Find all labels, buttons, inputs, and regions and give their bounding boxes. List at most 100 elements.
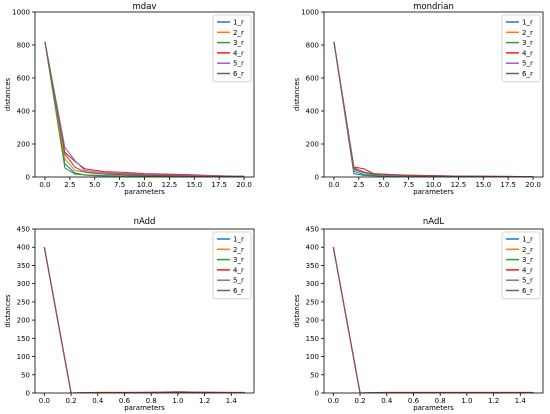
series-group bbox=[44, 41, 245, 177]
series-line-6_r bbox=[44, 41, 245, 177]
legend-label-2_r: 2_r bbox=[522, 246, 533, 254]
y-tick-label: 250 bbox=[17, 298, 30, 306]
y-tick-label: 450 bbox=[17, 226, 30, 234]
legend-label-3_r: 3_r bbox=[233, 39, 244, 47]
x-tick-label: 1.4 bbox=[226, 397, 238, 405]
y-axis-label: distances bbox=[293, 77, 301, 111]
legend-label-2_r: 2_r bbox=[233, 246, 244, 254]
axes-frame bbox=[323, 228, 544, 394]
y-tick-label: 600 bbox=[306, 75, 319, 83]
y-tick-label: 150 bbox=[306, 335, 319, 343]
x-tick-label: 1.4 bbox=[515, 397, 527, 405]
x-tick-label: 7.5 bbox=[403, 181, 414, 189]
legend-label-3_r: 3_r bbox=[522, 256, 533, 264]
chart-title: nAdL bbox=[423, 217, 444, 227]
x-tick-label: 20.0 bbox=[236, 181, 252, 189]
x-tick-label: 1.0 bbox=[172, 397, 183, 405]
series-line-5_r bbox=[44, 41, 245, 177]
legend-label-2_r: 2_r bbox=[233, 29, 244, 37]
x-tick-label: 15.0 bbox=[475, 181, 491, 189]
legend-label-1_r: 1_r bbox=[233, 19, 244, 27]
legend-label-3_r: 3_r bbox=[233, 256, 244, 264]
x-tick-label: 17.5 bbox=[211, 181, 227, 189]
chart-title: nAdd bbox=[134, 217, 156, 227]
y-tick-label: 350 bbox=[306, 262, 319, 270]
y-axis-label: distances bbox=[4, 294, 12, 328]
x-tick-label: 1.0 bbox=[461, 397, 472, 405]
y-tick-label: 1000 bbox=[12, 9, 30, 17]
legend-box bbox=[501, 14, 541, 83]
y-tick-label: 400 bbox=[17, 108, 30, 116]
x-tick-label: 0.0 bbox=[39, 397, 50, 405]
y-tick-label: 800 bbox=[17, 42, 30, 50]
series-line-3_r bbox=[44, 41, 245, 177]
y-tick-label: 350 bbox=[17, 262, 30, 270]
y-tick-label: 50 bbox=[310, 371, 319, 379]
y-tick-label: 200 bbox=[306, 317, 319, 325]
legend-label-1_r: 1_r bbox=[522, 19, 533, 27]
chart-title: mondrian bbox=[413, 2, 454, 12]
x-tick-label: 1.2 bbox=[488, 397, 499, 405]
legend-label-2_r: 2_r bbox=[522, 29, 533, 37]
y-tick-label: 0 bbox=[26, 174, 30, 182]
legend-label-4_r: 4_r bbox=[233, 266, 244, 274]
y-tick-label: 300 bbox=[306, 280, 319, 288]
y-tick-label: 50 bbox=[21, 371, 30, 379]
legend-label-4_r: 4_r bbox=[522, 266, 533, 274]
x-axis-label: parameters bbox=[413, 404, 454, 412]
x-tick-label: 15.0 bbox=[186, 181, 202, 189]
legend-label-1_r: 1_r bbox=[522, 236, 533, 244]
x-tick-label: 10.0 bbox=[426, 181, 442, 189]
x-tick-label: 0.4 bbox=[92, 397, 104, 405]
y-tick-label: 450 bbox=[306, 226, 319, 234]
legend-label-4_r: 4_r bbox=[522, 49, 533, 57]
chart-panel-nAdd: nAdd parameters distances 0.0 0.2 0.4 0.6 0.… bbox=[4, 217, 255, 412]
y-tick-label: 200 bbox=[17, 317, 30, 325]
legend-label-6_r: 6_r bbox=[522, 70, 533, 78]
series-group bbox=[333, 41, 534, 177]
x-tick-label: 0.8 bbox=[435, 397, 446, 405]
y-tick-label: 400 bbox=[306, 108, 319, 116]
legend-label-6_r: 6_r bbox=[233, 287, 244, 295]
chart-panel-mdav: mdav parameters distances 0.0 2.5 5.0 7.5 10… bbox=[4, 2, 255, 196]
x-axis-label: parameters bbox=[124, 404, 165, 412]
y-tick-label: 400 bbox=[17, 244, 30, 252]
x-tick-label: 17.5 bbox=[500, 181, 516, 189]
y-tick-label: 1000 bbox=[301, 9, 319, 17]
y-tick-label: 250 bbox=[306, 298, 319, 306]
x-tick-label: 5.0 bbox=[89, 181, 100, 189]
y-tick-label: 600 bbox=[17, 75, 30, 83]
x-axis-label: parameters bbox=[413, 188, 454, 196]
axes-frame bbox=[34, 228, 255, 394]
x-tick-label: 0.0 bbox=[328, 397, 339, 405]
legend-box bbox=[212, 14, 252, 83]
y-tick-label: 100 bbox=[306, 353, 319, 361]
x-tick-label: 12.5 bbox=[162, 181, 178, 189]
x-axis-label: parameters bbox=[124, 188, 165, 196]
y-tick-label: 200 bbox=[17, 141, 30, 149]
y-tick-label: 0 bbox=[26, 390, 30, 398]
x-tick-label: 0.2 bbox=[65, 397, 76, 405]
legend-label-5_r: 5_r bbox=[233, 60, 244, 68]
x-tick-label: 1.2 bbox=[199, 397, 210, 405]
x-tick-label: 0.0 bbox=[39, 181, 50, 189]
x-tick-label: 20.0 bbox=[525, 181, 541, 189]
x-tick-label: 2.5 bbox=[64, 181, 75, 189]
x-tick-label: 7.5 bbox=[114, 181, 125, 189]
chart-panel-mondrian: mondrian parameters distances 0.0 2.5 5.0 7… bbox=[293, 2, 544, 196]
y-tick-label: 150 bbox=[17, 335, 30, 343]
y-tick-label: 0 bbox=[315, 390, 319, 398]
chart-title: mdav bbox=[133, 2, 157, 12]
y-axis-label: distances bbox=[293, 294, 301, 328]
x-tick-label: 0.6 bbox=[119, 397, 131, 405]
x-tick-label: 0.6 bbox=[408, 397, 420, 405]
legend-label-5_r: 5_r bbox=[522, 277, 533, 285]
y-tick-label: 300 bbox=[17, 280, 30, 288]
legend-label-5_r: 5_r bbox=[522, 60, 533, 68]
legend-label-5_r: 5_r bbox=[233, 277, 244, 285]
legend-label-1_r: 1_r bbox=[233, 236, 244, 244]
x-tick-label: 12.5 bbox=[451, 181, 467, 189]
chart-panel-nAdL: nAdL parameters distances 0.0 0.2 0.4 0.6 0.… bbox=[293, 217, 544, 412]
y-tick-label: 100 bbox=[17, 353, 30, 361]
